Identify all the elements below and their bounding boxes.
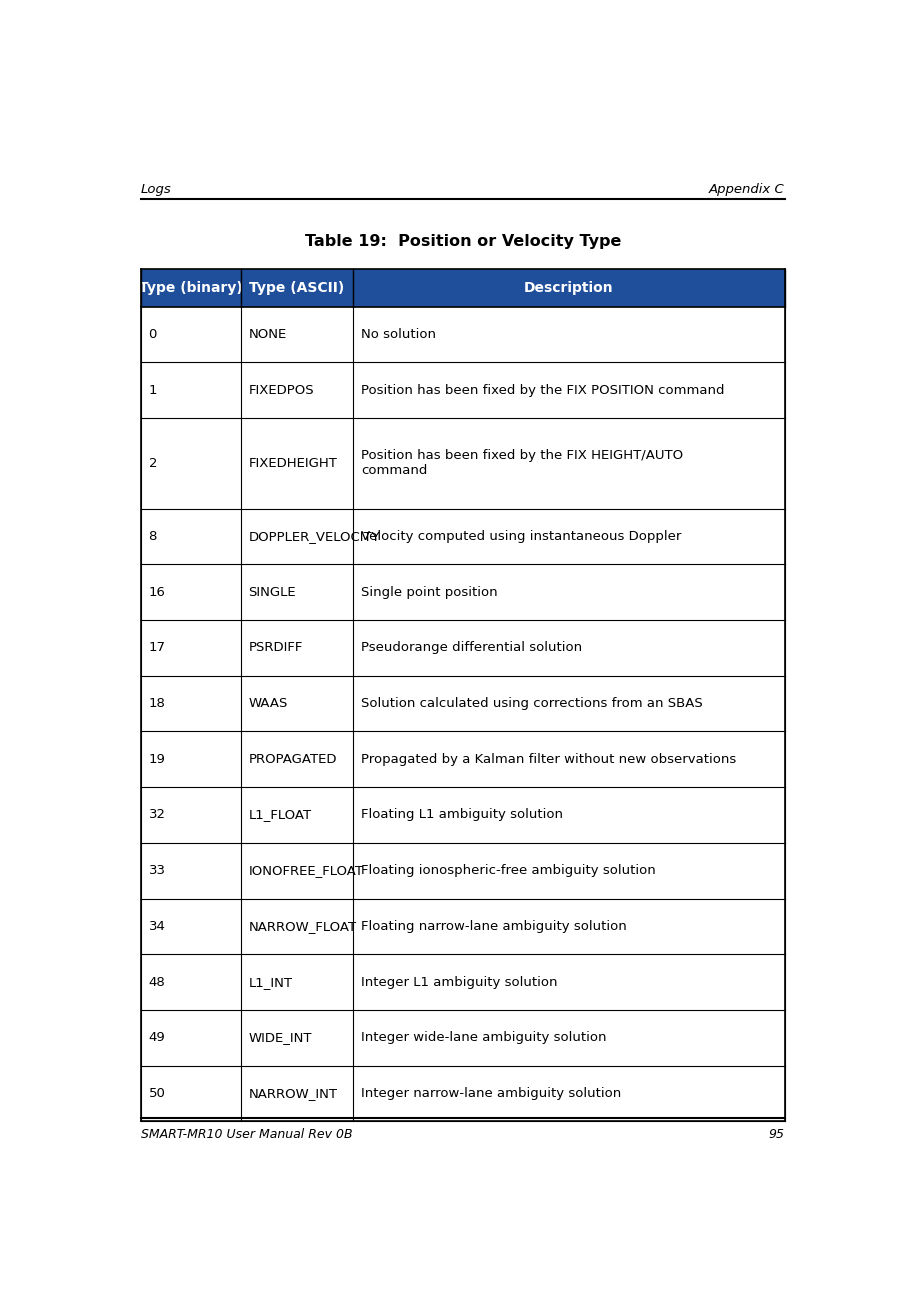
Text: 33: 33 [149, 864, 165, 877]
Text: Integer L1 ambiguity solution: Integer L1 ambiguity solution [361, 975, 557, 988]
FancyBboxPatch shape [141, 362, 784, 418]
Text: 48: 48 [149, 975, 165, 988]
Text: Floating narrow-lane ambiguity solution: Floating narrow-lane ambiguity solution [361, 920, 626, 933]
Text: 8: 8 [149, 530, 157, 543]
FancyBboxPatch shape [141, 620, 784, 676]
Text: SINGLE: SINGLE [248, 586, 296, 599]
Text: FIXEDHEIGHT: FIXEDHEIGHT [248, 457, 336, 470]
Text: NARROW_FLOAT: NARROW_FLOAT [248, 920, 356, 933]
FancyBboxPatch shape [141, 418, 784, 508]
FancyBboxPatch shape [141, 955, 784, 1010]
FancyBboxPatch shape [141, 270, 784, 307]
Text: Type (binary): Type (binary) [139, 281, 243, 295]
Text: 1: 1 [149, 384, 157, 397]
Text: SMART-MR10 User Manual Rev 0B: SMART-MR10 User Manual Rev 0B [141, 1129, 352, 1142]
FancyBboxPatch shape [141, 676, 784, 731]
Text: L1_FLOAT: L1_FLOAT [248, 809, 311, 822]
Text: Pseudorange differential solution: Pseudorange differential solution [361, 641, 582, 654]
Text: WAAS: WAAS [248, 697, 288, 710]
FancyBboxPatch shape [141, 731, 784, 787]
FancyBboxPatch shape [141, 1010, 784, 1066]
Text: Velocity computed using instantaneous Doppler: Velocity computed using instantaneous Do… [361, 530, 681, 543]
FancyBboxPatch shape [141, 787, 784, 842]
Text: Floating L1 ambiguity solution: Floating L1 ambiguity solution [361, 809, 563, 822]
Text: Logs: Logs [141, 183, 171, 196]
Text: Table 19:  Position or Velocity Type: Table 19: Position or Velocity Type [304, 235, 621, 249]
Text: Single point position: Single point position [361, 586, 497, 599]
FancyBboxPatch shape [141, 307, 784, 362]
Text: Description: Description [524, 281, 613, 295]
Text: PROPAGATED: PROPAGATED [248, 753, 336, 766]
Text: 18: 18 [149, 697, 165, 710]
Text: Solution calculated using corrections from an SBAS: Solution calculated using corrections fr… [361, 697, 702, 710]
FancyBboxPatch shape [141, 508, 784, 564]
Text: Position has been fixed by the FIX HEIGHT/AUTO
command: Position has been fixed by the FIX HEIGH… [361, 449, 683, 477]
FancyBboxPatch shape [141, 899, 784, 955]
Text: 95: 95 [768, 1129, 784, 1142]
Text: 16: 16 [149, 586, 165, 599]
Text: NONE: NONE [248, 328, 286, 341]
Text: 17: 17 [149, 641, 165, 654]
FancyBboxPatch shape [141, 1066, 784, 1121]
FancyBboxPatch shape [141, 564, 784, 620]
Text: 50: 50 [149, 1087, 165, 1100]
Text: NARROW_INT: NARROW_INT [248, 1087, 337, 1100]
Text: 0: 0 [149, 328, 157, 341]
Text: 49: 49 [149, 1031, 165, 1044]
Text: FIXEDPOS: FIXEDPOS [248, 384, 314, 397]
Text: Propagated by a Kalman filter without new observations: Propagated by a Kalman filter without ne… [361, 753, 735, 766]
Text: PSRDIFF: PSRDIFF [248, 641, 302, 654]
Text: 2: 2 [149, 457, 157, 470]
Text: DOPPLER_VELOCITY: DOPPLER_VELOCITY [248, 530, 380, 543]
Text: Position has been fixed by the FIX POSITION command: Position has been fixed by the FIX POSIT… [361, 384, 723, 397]
Text: Integer wide-lane ambiguity solution: Integer wide-lane ambiguity solution [361, 1031, 606, 1044]
Text: 32: 32 [149, 809, 165, 822]
Text: Appendix C: Appendix C [708, 183, 784, 196]
Text: 19: 19 [149, 753, 165, 766]
Text: Type (ASCII): Type (ASCII) [249, 281, 345, 295]
Text: IONOFREE_FLOAT: IONOFREE_FLOAT [248, 864, 363, 877]
Text: Integer narrow-lane ambiguity solution: Integer narrow-lane ambiguity solution [361, 1087, 621, 1100]
FancyBboxPatch shape [141, 842, 784, 899]
Text: Floating ionospheric-free ambiguity solution: Floating ionospheric-free ambiguity solu… [361, 864, 655, 877]
Text: 34: 34 [149, 920, 165, 933]
Text: L1_INT: L1_INT [248, 975, 292, 988]
Text: WIDE_INT: WIDE_INT [248, 1031, 311, 1044]
Text: No solution: No solution [361, 328, 436, 341]
